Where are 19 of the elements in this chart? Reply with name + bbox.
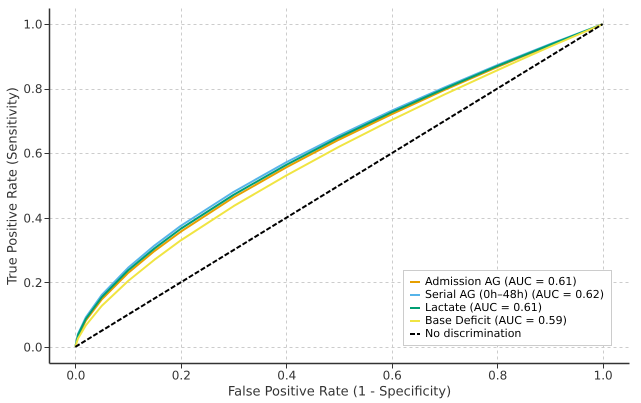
x-tick-label: 0.6 — [382, 368, 402, 382]
y-tick-label: 0.8 — [23, 82, 42, 96]
x-tick-label: 0.2 — [172, 368, 191, 382]
legend-label: Lactate (AUC = 0.61) — [425, 301, 542, 314]
x-tick-label: 0.4 — [277, 368, 296, 382]
legend-label: No discrimination — [425, 327, 522, 340]
y-tick-label: 0.6 — [23, 146, 42, 161]
y-tick-label: 0.2 — [23, 276, 42, 290]
x-axis-title: False Positive Rate (1 - Specificity) — [228, 384, 452, 400]
x-tick-label: 0.8 — [488, 368, 508, 382]
y-tick-label: 0.0 — [23, 340, 42, 354]
x-tick-label: 0.0 — [66, 368, 86, 382]
legend-label: Serial AG (0h–48h) (AUC = 0.62) — [425, 288, 604, 301]
y-axis-title: True Positive Rate (Sensitivity) — [5, 87, 20, 286]
legend-label: Admission AG (AUC = 0.61) — [425, 275, 577, 288]
legend-label: Base Deficit (AUC = 0.59) — [425, 314, 567, 327]
y-tick-label: 0.4 — [23, 211, 42, 226]
x-tick-label: 1.0 — [594, 368, 613, 382]
y-tick-label: 1.0 — [23, 18, 42, 32]
